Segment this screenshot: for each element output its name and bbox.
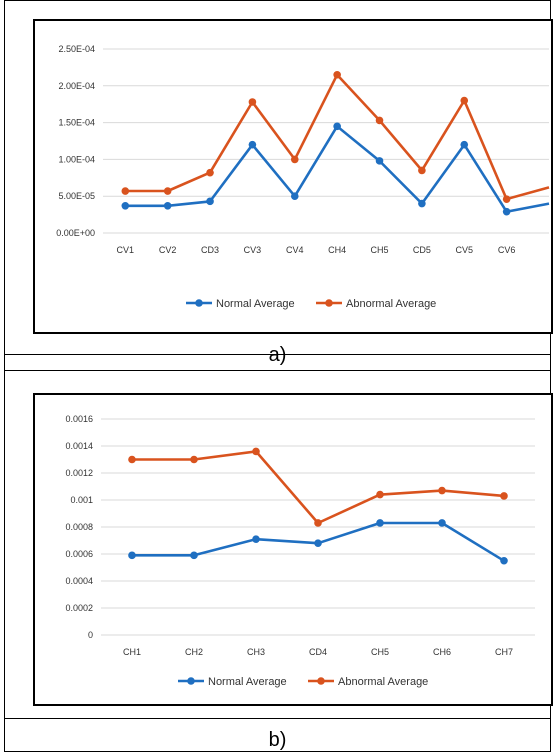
row-separator	[5, 354, 550, 355]
series-line	[125, 125, 550, 213]
x-tick-label: CH1	[123, 647, 141, 657]
y-tick-label: 1.50E-04	[58, 118, 95, 128]
data-point	[121, 187, 130, 195]
legend-label: Normal Average	[216, 298, 295, 310]
data-point	[375, 116, 384, 125]
chart-a: 0.00E+00 5.00E-05 1.00E-04 1.50E-04 2.00E-04…	[56, 44, 550, 310]
y-tick-label: 0.0008	[65, 522, 93, 532]
x-tick-label: CD3	[201, 245, 219, 255]
row-separator	[5, 718, 550, 719]
legend-label: Normal Average	[208, 676, 287, 688]
chart-b-frame: 0 0.0002 0.0004 0.0006 0.0008 0.001 0.0012 0.00…	[33, 393, 553, 706]
x-tick-label: CH7	[495, 647, 513, 657]
caption-b: b)	[268, 729, 287, 751]
y-tick-label: 0.0016	[65, 414, 93, 424]
chart-a-frame: 0.00E+00 5.00E-05 1.00E-04 1.50E-04 2.00E-04…	[33, 19, 553, 334]
x-tick-label: CV6	[498, 245, 516, 255]
data-point	[314, 539, 322, 547]
legend-marker	[187, 677, 195, 685]
y-tick-label: 0.0002	[65, 603, 93, 613]
data-point	[460, 140, 469, 149]
y-tick-label: 5.00E-05	[58, 191, 95, 201]
data-point	[500, 492, 508, 500]
data-point	[500, 556, 508, 565]
legend-label: Abnormal Average	[338, 676, 428, 688]
data-point	[314, 519, 322, 527]
data-point	[248, 98, 257, 106]
series-line	[132, 450, 505, 525]
data-point	[376, 490, 384, 499]
data-point	[502, 195, 511, 203]
data-point	[190, 455, 198, 464]
data-point	[252, 535, 260, 543]
legend-marker	[317, 677, 325, 685]
y-tick-label: 2.00E-04	[58, 81, 95, 91]
x-tick-label: CV5	[456, 245, 474, 255]
row-separator	[5, 370, 550, 371]
x-tick-label: CH4	[328, 245, 346, 255]
data-point	[502, 207, 511, 216]
data-point	[206, 197, 214, 206]
y-tick-label: 2.50E-04	[58, 44, 95, 54]
chart-b: 0 0.0002 0.0004 0.0006 0.0008 0.001 0.0012 0.00…	[65, 414, 535, 688]
data-point	[418, 166, 426, 175]
x-tick-label: CV4	[286, 245, 304, 255]
x-tick-label: CH2	[185, 647, 203, 657]
data-point	[333, 122, 341, 131]
x-tick-label: CD5	[413, 245, 431, 255]
x-tick-label: CV2	[159, 245, 177, 255]
x-tick-label: CH3	[247, 647, 265, 657]
figure-table: 0.00E+00 5.00E-05 1.00E-04 1.50E-04 2.00E-04…	[4, 0, 553, 752]
legend-marker	[195, 299, 203, 307]
data-point	[438, 519, 446, 527]
legend-marker	[325, 299, 333, 307]
x-tick-label: CH5	[371, 245, 389, 255]
data-point	[375, 157, 384, 165]
data-point	[290, 192, 299, 200]
y-tick-label: 0.0012	[65, 468, 93, 478]
data-point	[460, 96, 469, 105]
x-tick-label: CV1	[117, 245, 135, 255]
data-point	[163, 201, 172, 210]
data-point	[128, 455, 136, 464]
y-tick-label: 0.001	[70, 495, 93, 505]
data-point	[190, 551, 198, 560]
y-tick-label: 0	[88, 630, 93, 640]
x-tick-label: CV3	[244, 245, 262, 255]
x-tick-label: CH5	[371, 647, 389, 657]
data-point	[333, 70, 341, 79]
data-point	[206, 168, 214, 177]
y-tick-label: 0.0014	[65, 441, 93, 451]
caption-a: a)	[268, 344, 287, 366]
y-tick-label: 0.00E+00	[56, 228, 95, 238]
data-point	[128, 551, 136, 560]
y-tick-label: 0.0006	[65, 549, 93, 559]
data-point	[376, 519, 384, 527]
y-tick-label: 1.00E-04	[58, 154, 95, 164]
legend-label: Abnormal Average	[346, 298, 436, 310]
data-point	[163, 187, 172, 195]
data-point	[248, 140, 257, 149]
data-point	[121, 201, 130, 210]
data-point	[290, 155, 299, 164]
x-tick-label: CD4	[309, 647, 327, 657]
data-point	[418, 199, 426, 208]
data-point	[438, 486, 446, 495]
data-point	[252, 447, 260, 456]
y-tick-label: 0.0004	[65, 576, 93, 586]
x-tick-label: CH6	[433, 647, 451, 657]
